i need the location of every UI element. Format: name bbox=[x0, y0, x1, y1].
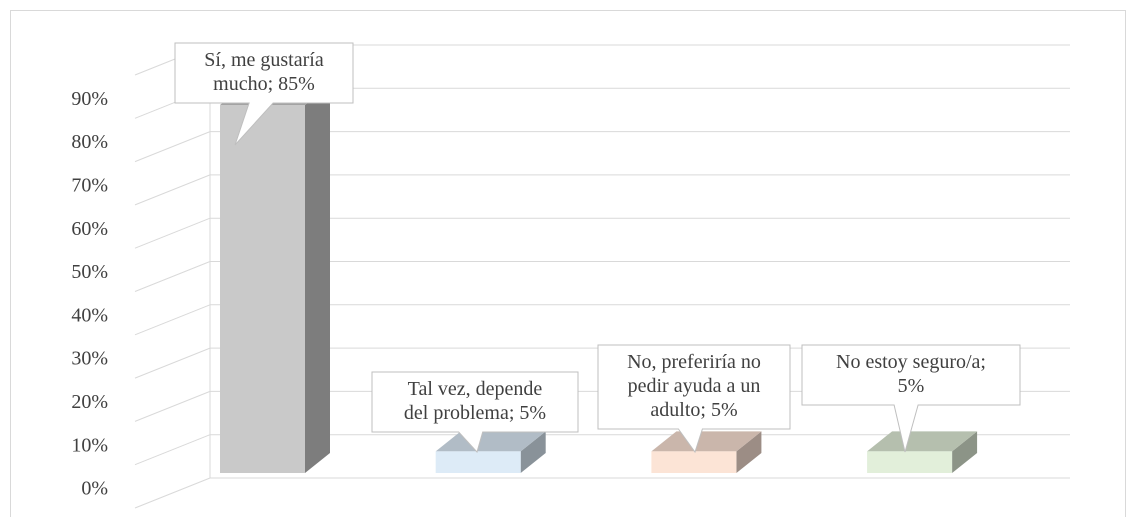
bar-side bbox=[520, 431, 546, 473]
bar-side bbox=[736, 431, 762, 473]
y-tick-label: 40% bbox=[71, 304, 108, 326]
bar-top bbox=[651, 431, 762, 452]
y-tick-label: 80% bbox=[71, 131, 108, 153]
data-label-line: pedir ayuda a un bbox=[628, 375, 761, 397]
data-label-line: del problema; 5% bbox=[404, 402, 546, 424]
y-tick-label: 50% bbox=[71, 261, 108, 283]
grid-line bbox=[134, 304, 211, 336]
y-tick-label: 0% bbox=[81, 478, 108, 500]
grid-line bbox=[134, 261, 211, 292]
data-label-line: No, preferiría no bbox=[627, 351, 761, 373]
grid-line bbox=[134, 477, 211, 509]
bar bbox=[435, 451, 521, 473]
y-tick-label: 10% bbox=[71, 434, 108, 456]
chart-border bbox=[10, 10, 1126, 517]
bar bbox=[867, 451, 953, 473]
callout bbox=[801, 344, 1021, 453]
data-label-line: No estoy seguro/a; bbox=[836, 351, 986, 373]
data-label-line: 5% bbox=[898, 375, 925, 397]
grid-line bbox=[134, 390, 211, 422]
grid-line bbox=[134, 434, 211, 466]
y-tick-label: 20% bbox=[71, 391, 108, 413]
data-label-line: adulto; 5% bbox=[650, 399, 737, 421]
bar-top bbox=[867, 431, 978, 452]
grid-line bbox=[134, 217, 211, 249]
bar bbox=[651, 451, 737, 473]
data-label-line: Tal vez, depende bbox=[408, 378, 543, 400]
data-label: No estoy seguro/a; 5% bbox=[836, 351, 986, 397]
y-tick-label: 90% bbox=[71, 88, 108, 110]
bar bbox=[220, 104, 305, 473]
y-tick-label: 60% bbox=[71, 218, 108, 240]
data-label: Sí, me gustaría mucho; 85% bbox=[204, 49, 324, 95]
data-label-line: Sí, me gustaría bbox=[204, 49, 324, 71]
grid-line bbox=[134, 131, 211, 163]
bar-side bbox=[305, 84, 330, 473]
data-label: Tal vez, depende del problema; 5% bbox=[404, 378, 546, 424]
grid-line bbox=[134, 347, 211, 379]
y-tick-label: 30% bbox=[71, 348, 108, 370]
bar-side bbox=[952, 431, 978, 473]
data-label: No, preferiría no pedir ayuda a un adulto;… bbox=[627, 351, 761, 421]
callout bbox=[371, 371, 579, 453]
grid-line bbox=[134, 174, 211, 206]
callout bbox=[174, 42, 354, 146]
y-tick-label: 70% bbox=[71, 174, 108, 196]
data-label-line: mucho; 85% bbox=[213, 73, 315, 95]
callout bbox=[597, 344, 791, 454]
